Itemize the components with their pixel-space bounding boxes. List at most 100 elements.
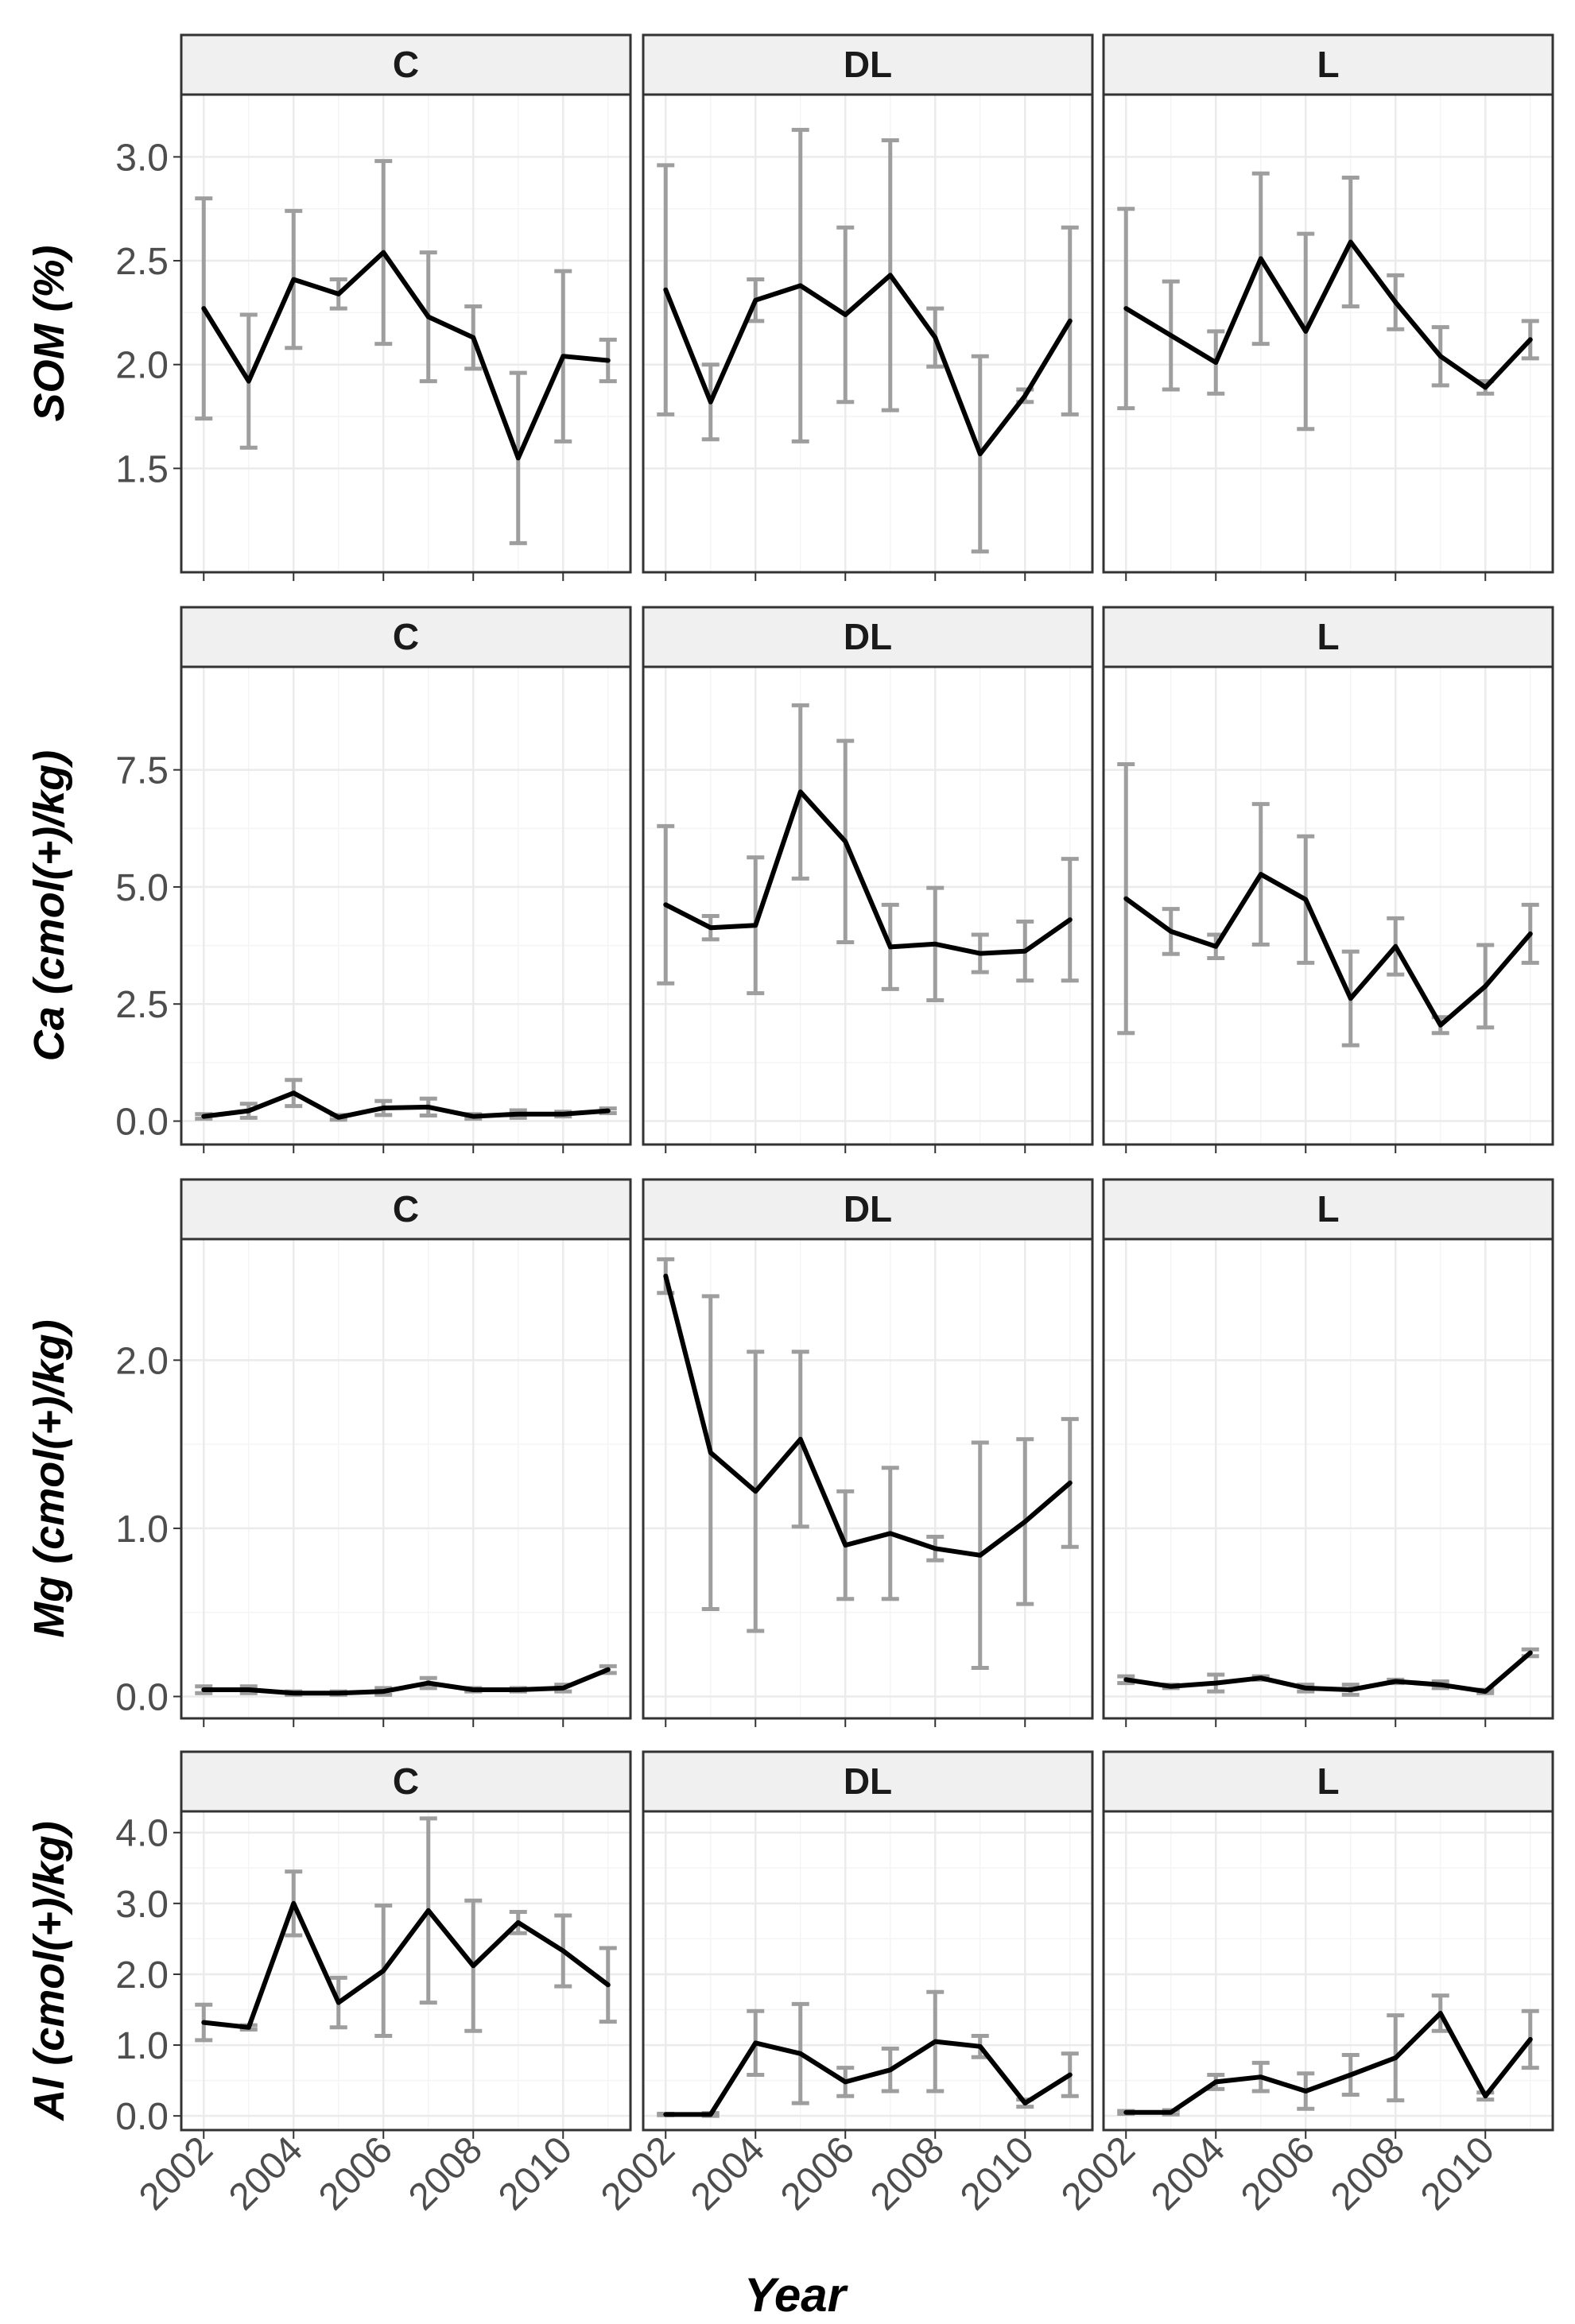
y-axis-title: Al (cmol(+)/kg) bbox=[25, 1821, 73, 2122]
data-point bbox=[933, 2039, 937, 2044]
panel-L: L bbox=[1102, 1178, 1554, 1727]
data-point bbox=[336, 1691, 341, 1695]
data-point bbox=[1483, 385, 1488, 389]
y-axis-title: SOM (%) bbox=[25, 246, 73, 422]
panel-C: C bbox=[180, 606, 632, 1153]
data-point bbox=[291, 1901, 296, 1906]
panel-DL: DL bbox=[642, 33, 1094, 581]
y-tick-label: 1.5 bbox=[115, 448, 169, 490]
data-point bbox=[606, 358, 611, 362]
data-point bbox=[246, 379, 251, 384]
data-point bbox=[933, 942, 937, 947]
x-tick-label: 2008 bbox=[1323, 2128, 1413, 2218]
y-tick-label: 7.5 bbox=[115, 750, 169, 792]
data-point bbox=[843, 2079, 848, 2084]
data-point bbox=[1528, 2037, 1533, 2042]
data-point bbox=[1483, 984, 1488, 989]
series-line bbox=[201, 1667, 611, 1696]
data-point bbox=[291, 1090, 296, 1095]
data-point bbox=[663, 1274, 668, 1279]
series-line bbox=[663, 2039, 1073, 2117]
facet-strip-label: C bbox=[393, 616, 419, 657]
data-point bbox=[1393, 2055, 1398, 2060]
y-axis-title: Mg (cmol(+)/kg) bbox=[25, 1319, 73, 1638]
panel-border bbox=[642, 93, 1094, 574]
panel-border bbox=[642, 1238, 1094, 1720]
data-point bbox=[933, 1546, 937, 1551]
data-point bbox=[561, 1686, 565, 1691]
series-line bbox=[1123, 1650, 1533, 1695]
data-point bbox=[561, 1949, 565, 1954]
data-point bbox=[1068, 917, 1073, 922]
facet-strip bbox=[1102, 606, 1554, 668]
data-point bbox=[1528, 337, 1533, 342]
x-tick-label: 2004 bbox=[1143, 2128, 1233, 2218]
plot-background bbox=[1104, 1239, 1553, 1718]
data-point bbox=[1169, 1684, 1173, 1689]
panel-L: L bbox=[1102, 606, 1554, 1153]
facet-strip bbox=[180, 1750, 632, 1813]
panel-C: C bbox=[180, 33, 632, 581]
data-point bbox=[663, 902, 668, 907]
y-tick-label: 0.0 bbox=[115, 2096, 169, 2138]
x-tick-label: 2010 bbox=[1413, 2128, 1503, 2218]
facet-strip bbox=[180, 33, 632, 96]
data-point bbox=[978, 951, 983, 956]
plot-background bbox=[643, 95, 1092, 572]
data-point bbox=[888, 944, 893, 949]
data-point bbox=[1213, 1681, 1218, 1686]
plot-background bbox=[181, 1811, 630, 2130]
panel-DL: DL bbox=[642, 606, 1094, 1153]
data-point bbox=[1169, 2110, 1173, 2115]
y-tick-label: 3.0 bbox=[115, 1884, 169, 1926]
data-point bbox=[336, 292, 341, 296]
data-point bbox=[1259, 2074, 1263, 2079]
data-point bbox=[1068, 319, 1073, 323]
data-point bbox=[1438, 2011, 1443, 2016]
data-point bbox=[1259, 1675, 1263, 1680]
data-point bbox=[1022, 1519, 1027, 1524]
facet-strip-label: C bbox=[393, 44, 419, 85]
data-point bbox=[663, 2112, 668, 2117]
x-tick-label: 2002 bbox=[131, 2128, 221, 2218]
data-point bbox=[798, 283, 803, 288]
x-tick-label: 2002 bbox=[1053, 2128, 1143, 2218]
data-point bbox=[798, 2051, 803, 2056]
plot-background bbox=[181, 667, 630, 1145]
facet-strip-label: L bbox=[1317, 1760, 1339, 1802]
data-point bbox=[291, 277, 296, 282]
y-tick-label: 0.0 bbox=[115, 1676, 169, 1718]
panel-DL: DL bbox=[642, 1750, 1094, 2139]
data-point bbox=[1528, 1650, 1533, 1655]
data-point bbox=[978, 1553, 983, 1558]
data-point bbox=[1213, 2079, 1218, 2084]
data-point bbox=[471, 335, 475, 340]
data-point bbox=[1438, 1023, 1443, 1028]
panel-DL: DL bbox=[642, 1178, 1094, 1727]
data-point bbox=[1022, 393, 1027, 398]
facet-strip bbox=[642, 606, 1094, 668]
data-point bbox=[201, 2020, 206, 2025]
data-point bbox=[1259, 872, 1263, 877]
data-point bbox=[1348, 996, 1353, 1001]
data-point bbox=[1303, 897, 1308, 902]
data-point bbox=[663, 288, 668, 292]
y-axis-title: Ca (cmol(+)/kg) bbox=[25, 750, 73, 1062]
data-point bbox=[708, 1451, 713, 1455]
x-tick-label: 2006 bbox=[311, 2128, 401, 2218]
data-point bbox=[246, 1109, 251, 1114]
data-point bbox=[1123, 306, 1128, 311]
data-point bbox=[426, 315, 431, 320]
y-tick-label: 3.0 bbox=[115, 137, 169, 179]
row-labels-layer: SOM (%) 1.5 2.0 2.5 3.0 Ca (cmol(+)/kg) 0.0 2.5… bbox=[25, 137, 181, 2138]
x-axis-layer: 2002 2004 2006 2008 2010 2002 2004 2006 2008 2010… bbox=[131, 2128, 1503, 2218]
data-point bbox=[1022, 2101, 1027, 2105]
facet-strip bbox=[1102, 1750, 1554, 1813]
data-point bbox=[753, 2040, 758, 2045]
x-tick-label: 2004 bbox=[221, 2128, 311, 2218]
data-point bbox=[978, 451, 983, 456]
plot-background bbox=[1104, 667, 1553, 1145]
data-point bbox=[201, 1114, 206, 1119]
facet-strip-label: DL bbox=[844, 616, 892, 657]
